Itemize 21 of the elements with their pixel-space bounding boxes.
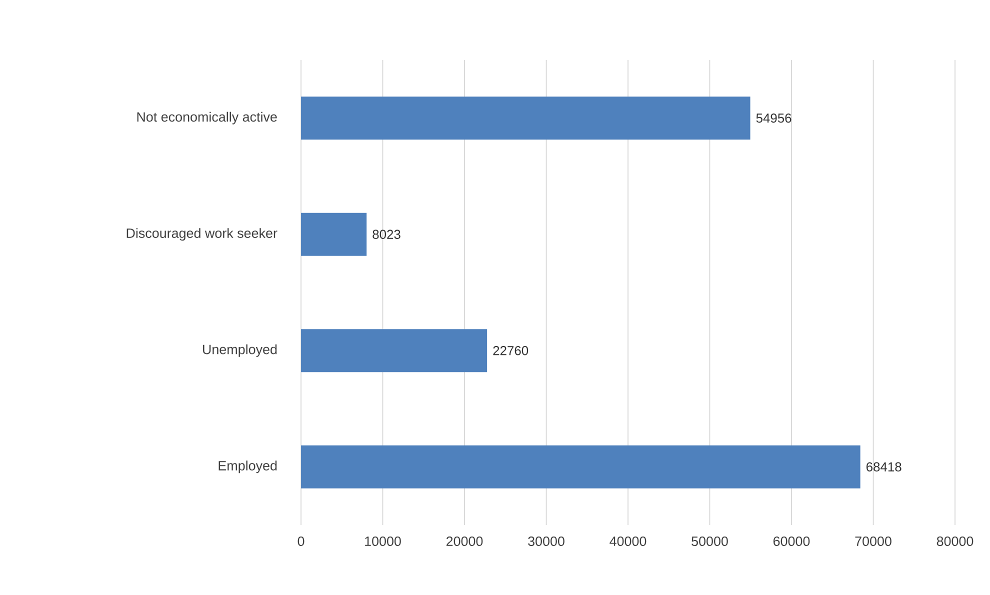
- x-tick-label: 40000: [610, 536, 646, 546]
- y-tick-label: Employed: [218, 460, 277, 474]
- bar: [301, 445, 860, 488]
- x-tick-label: 20000: [446, 536, 483, 546]
- data-label: 8023: [372, 230, 400, 239]
- data-label: 22760: [493, 346, 528, 356]
- y-tick-label: Unemployed: [203, 344, 277, 357]
- y-tick-label: Discouraged work seeker: [126, 228, 278, 241]
- bar: [301, 96, 750, 140]
- data-label: 68418: [866, 462, 902, 472]
- x-tick-label: 60000: [773, 536, 810, 546]
- bar: [301, 212, 367, 256]
- x-tick-label: 80000: [936, 536, 974, 546]
- bar: [301, 329, 488, 372]
- x-tick-label: 70000: [855, 536, 892, 546]
- x-tick-label: 50000: [692, 536, 728, 546]
- y-tick-label: Not economically active: [137, 112, 277, 124]
- x-tick-label: 30000: [528, 536, 564, 546]
- x-tick-label: 10000: [365, 536, 401, 546]
- data-label: 54956: [756, 114, 792, 123]
- x-tick-label: 0: [298, 536, 304, 546]
